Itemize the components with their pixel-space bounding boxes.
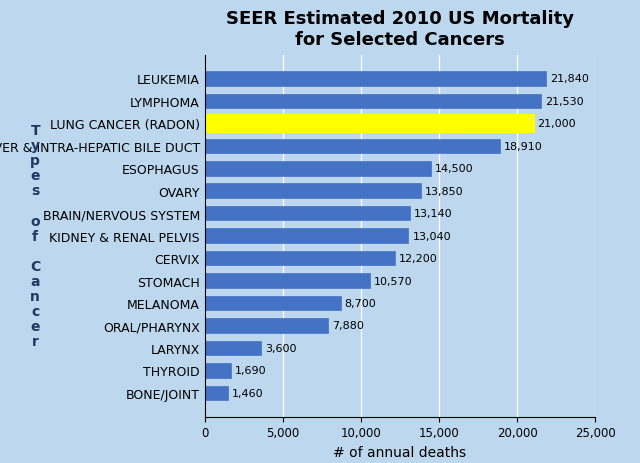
Bar xyxy=(205,139,500,154)
Text: 7,880: 7,880 xyxy=(332,321,364,331)
Text: 8,700: 8,700 xyxy=(344,298,376,308)
Bar xyxy=(205,206,410,221)
Title: SEER Estimated 2010 US Mortality
for Selected Cancers: SEER Estimated 2010 US Mortality for Sel… xyxy=(226,10,574,49)
Text: 1,460: 1,460 xyxy=(232,388,263,398)
Text: 13,850: 13,850 xyxy=(425,186,463,196)
Text: T
y
p
e
s
 
o
f
 
C
a
n
c
e
r: T y p e s o f C a n c e r xyxy=(30,124,40,349)
Text: 3,600: 3,600 xyxy=(265,343,296,353)
Bar xyxy=(205,274,370,288)
Bar xyxy=(205,117,532,131)
Text: 21,000: 21,000 xyxy=(537,119,575,129)
Text: 14,500: 14,500 xyxy=(435,164,474,174)
Text: 13,140: 13,140 xyxy=(414,209,452,219)
Bar xyxy=(205,94,541,109)
Text: 12,200: 12,200 xyxy=(399,254,438,263)
Bar xyxy=(205,162,431,176)
Text: 1,690: 1,690 xyxy=(235,366,267,375)
Bar xyxy=(205,251,396,266)
Text: 13,040: 13,040 xyxy=(412,231,451,241)
Text: 21,530: 21,530 xyxy=(545,97,584,106)
Bar xyxy=(205,341,261,356)
Text: 10,570: 10,570 xyxy=(374,276,412,286)
Bar xyxy=(205,363,231,378)
Bar xyxy=(205,319,328,333)
X-axis label: # of annual deaths: # of annual deaths xyxy=(333,445,467,459)
Text: 18,910: 18,910 xyxy=(504,142,543,151)
Bar xyxy=(205,184,421,199)
Text: 21,840: 21,840 xyxy=(550,74,589,84)
Bar xyxy=(205,296,340,311)
Bar xyxy=(205,72,546,87)
Bar xyxy=(205,386,228,400)
Bar xyxy=(205,229,408,244)
